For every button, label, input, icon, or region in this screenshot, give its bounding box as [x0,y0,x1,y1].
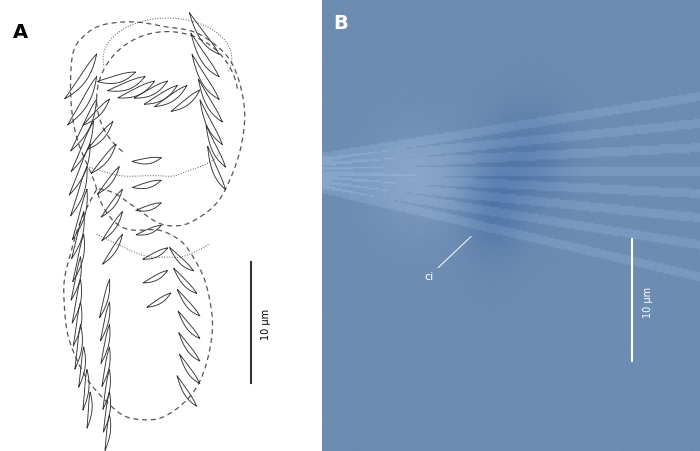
Text: ci: ci [424,236,471,281]
Text: B: B [333,14,348,32]
Text: A: A [13,23,28,41]
Text: 10 μm: 10 μm [643,286,653,318]
Text: 10 μm: 10 μm [261,309,271,341]
